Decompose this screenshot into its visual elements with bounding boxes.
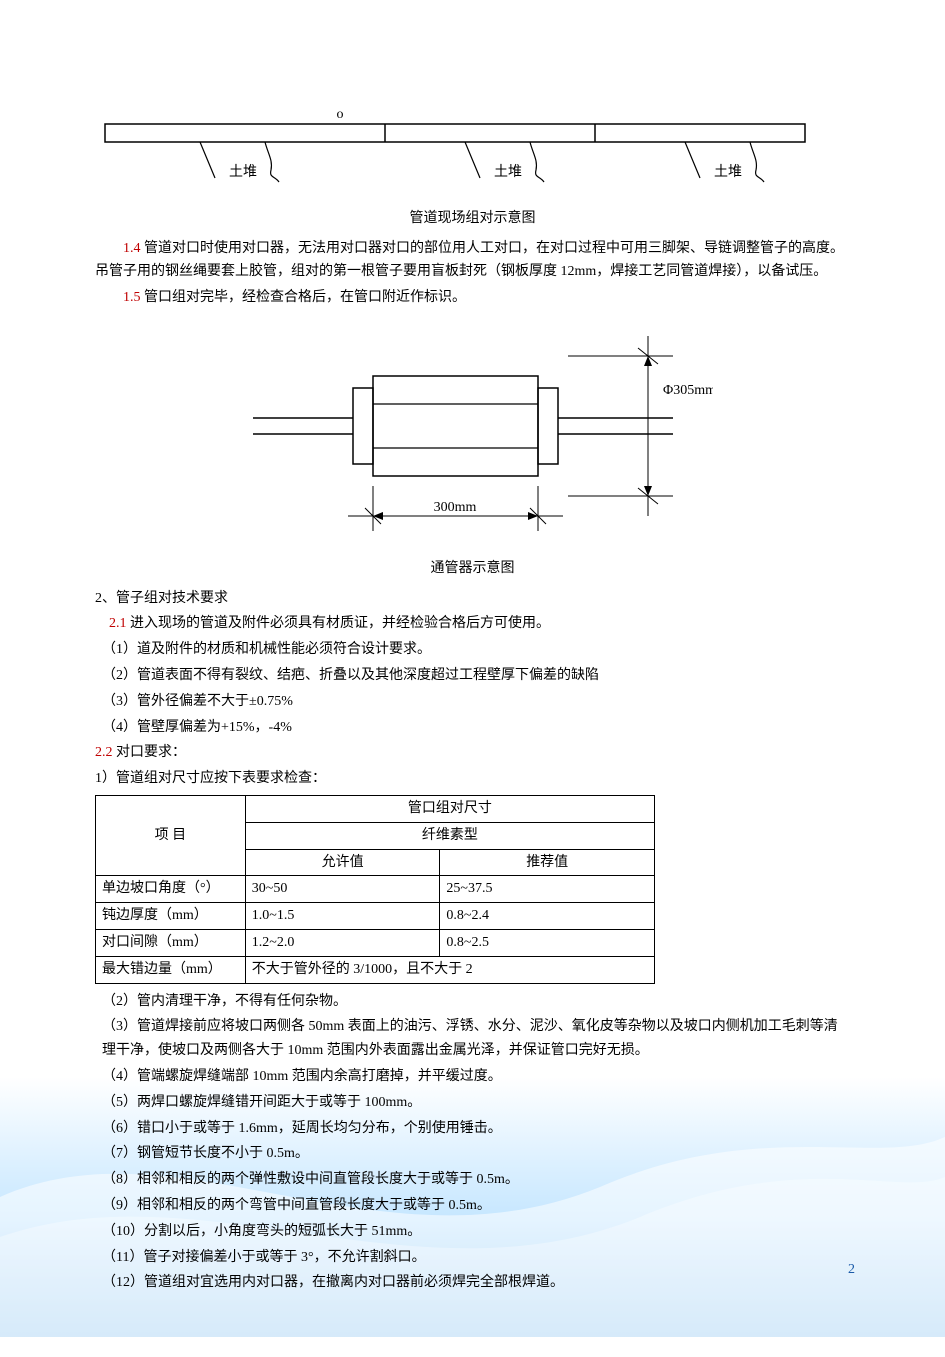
p9-num: 0.5m xyxy=(449,1198,477,1213)
soil-label-3: 土堆 xyxy=(714,164,742,180)
p11b: ，不允许割斜口。 xyxy=(314,1250,426,1265)
col-main: 管口组对尺寸 xyxy=(245,795,654,822)
p5b: 。 xyxy=(407,1095,421,1110)
paragraph-1-5: 1.5 管口组对完毕，经检查合格后，在管口附近作标识。 xyxy=(95,286,850,310)
bullet-21-1: （1）道及附件的材质和机械性能必须符合设计要求。 xyxy=(102,638,850,662)
bullet-21-4: （4）管壁厚偏差为+15%，-4% xyxy=(102,716,850,740)
para-2-1-num: 2.1 xyxy=(109,616,127,631)
row-rec: 25~37.5 xyxy=(440,876,655,903)
col-item: 项 目 xyxy=(96,795,246,875)
paragraph-2-1: 2.1 进入现场的管道及附件必须具有材质证，并经检验合格后方可使用。 xyxy=(109,612,850,636)
diameter-label: Φ305mm xyxy=(663,383,713,398)
col-sub: 纤维素型 xyxy=(245,822,654,849)
table-intro: 1）管道组对尺寸应按下表要求检查： xyxy=(95,767,850,791)
para-2-2-text: 对口要求： xyxy=(113,745,187,760)
row-rec: 0.8~2.5 xyxy=(440,929,655,956)
row-allow: 1.2~2.0 xyxy=(245,929,440,956)
p3-num2: 10mm xyxy=(288,1043,324,1058)
dimension-table: 项 目 管口组对尺寸 纤维素型 允许值 推荐值 单边坡口角度（°） 30~50 … xyxy=(95,795,655,984)
p8a: （8）相邻和相反的两个弹性敷设中间直管段长度大于或等于 xyxy=(102,1172,477,1187)
row-merged: 不大于管外径的 3/1000，且不大于 2 xyxy=(245,956,654,983)
p8b: 。 xyxy=(505,1172,519,1187)
col-allow: 允许值 xyxy=(245,849,440,876)
post-p8: （8）相邻和相反的两个弹性敷设中间直管段长度大于或等于 0.5m。 xyxy=(102,1168,850,1192)
soil-label-1: 土堆 xyxy=(229,164,257,180)
row-label: 单边坡口角度（°） xyxy=(96,876,246,903)
post-p12: （12）管道组对宜选用内对口器，在撤离内对口器前必须焊完全部根焊道。 xyxy=(102,1271,850,1295)
post-p10: （10）分割以后，小角度弯头的短弧长大于 51mm。 xyxy=(102,1220,850,1244)
post-p3: （3）管道焊接前应将坡口两侧各 50mm 表面上的油污、浮锈、水分、泥沙、氧化皮… xyxy=(102,1015,850,1063)
p3-num1: 50mm xyxy=(309,1019,345,1034)
bullet-21-4-text: （4）管壁厚偏差为 xyxy=(102,720,221,735)
p4-num: 10mm xyxy=(253,1069,289,1084)
soil-label-2: 土堆 xyxy=(494,164,522,180)
paragraph-1-4: 1.4 管道对口时使用对口器，无法用对口器对口的部位用人工对口，在对口过程中可用… xyxy=(95,237,850,285)
p6-num: 1.6mm xyxy=(239,1121,278,1136)
p9b: 。 xyxy=(477,1198,491,1213)
p7a: （7）钢管短节长度不小于 xyxy=(102,1146,267,1161)
para-2-2-num: 2.2 xyxy=(95,745,113,760)
row-label: 对口间隙（mm） xyxy=(96,929,246,956)
post-p4: （4）管端螺旋焊缝端部 10mm 范围内余高打磨掉，并平缓过度。 xyxy=(102,1065,850,1089)
pipe-connector-diagram: Φ305mm 300mm xyxy=(95,316,850,555)
table-row: 对口间隙（mm） 1.2~2.0 0.8~2.5 xyxy=(96,929,655,956)
table-row-last: 最大错边量（mm） 不大于管外径的 3/1000，且不大于 2 xyxy=(96,956,655,983)
p4a: （4）管端螺旋焊缝端部 xyxy=(102,1069,253,1084)
row-label: 最大错边量（mm） xyxy=(96,956,246,983)
para-1-4-num: 1.4 xyxy=(123,241,141,256)
bullet-21-3-text: （3）管外径偏差不大于± xyxy=(102,694,257,709)
p11-num: 3° xyxy=(301,1250,314,1265)
row-rec: 0.8~2.4 xyxy=(440,903,655,930)
post-p2: （2）管内清理干净，不得有任何杂物。 xyxy=(102,990,850,1014)
para-1-5-text: 管口组对完毕，经检查合格后，在管口附近作标识。 xyxy=(141,290,467,305)
p10b: 。 xyxy=(407,1224,421,1239)
table-row: 单边坡口角度（°） 30~50 25~37.5 xyxy=(96,876,655,903)
section-2-title: 2、管子组对技术要求 xyxy=(95,587,850,611)
p3c: 范围内外表面露出金属光泽，并保证管口完好无损。 xyxy=(323,1043,649,1058)
p5-num: 100mm xyxy=(365,1095,408,1110)
p7b: 。 xyxy=(295,1146,309,1161)
row-allow: 1.0~1.5 xyxy=(245,903,440,930)
p8-num: 0.5m xyxy=(477,1172,505,1187)
post-p7: （7）钢管短节长度不小于 0.5m。 xyxy=(102,1142,850,1166)
col-rec: 推荐值 xyxy=(440,849,655,876)
p4b: 范围内余高打磨掉，并平缓过度。 xyxy=(288,1069,502,1084)
post-p6: （6）错口小于或等于 1.6mm，延周长均匀分布，个别使用锤击。 xyxy=(102,1117,850,1141)
post-p5: （5）两焊口螺旋焊缝错开间距大于或等于 100mm。 xyxy=(102,1091,850,1115)
p9a: （9）相邻和相反的两个弯管中间直管段长度大于或等于 xyxy=(102,1198,449,1213)
p6a: （6）错口小于或等于 xyxy=(102,1121,239,1136)
para-2-1-text: 进入现场的管道及附件必须具有材质证，并经检验合格后方可使用。 xyxy=(127,616,551,631)
bullet-21-3: （3）管外径偏差不大于±0.75% xyxy=(102,690,850,714)
para-1-4-tail: ，焊接工艺同管道焊接），以备试压。 xyxy=(596,264,827,279)
page-content: o 土堆 土堆 土堆 管道现场组对示意图 1.4 管道对口时使用对口器，无法用对… xyxy=(0,0,945,1357)
row-label: 钝边厚度（mm） xyxy=(96,903,246,930)
p7-num: 0.5m xyxy=(267,1146,295,1161)
p10a: （10）分割以后，小角度弯头的短弧长大于 xyxy=(102,1224,372,1239)
post-p9: （9）相邻和相反的两个弯管中间直管段长度大于或等于 0.5m。 xyxy=(102,1194,850,1218)
length-label: 300mm xyxy=(433,500,476,515)
page-number: 2 xyxy=(848,1258,855,1282)
p6b: ，延周长均匀分布，个别使用锤击。 xyxy=(278,1121,502,1136)
p11a: （11）管子对接偏差小于或等于 xyxy=(102,1250,301,1265)
p5a: （5）两焊口螺旋焊缝错开间距大于或等于 xyxy=(102,1095,365,1110)
para-1-4-inline-num: 12mm xyxy=(561,264,597,279)
bullet-21-3-num: 0.75% xyxy=(257,694,293,709)
p10-num: 51mm xyxy=(372,1224,408,1239)
bullet-21-4-num: +15%，-4% xyxy=(221,720,292,735)
para-1-5-num: 1.5 xyxy=(123,290,141,305)
post-p11: （11）管子对接偏差小于或等于 3°，不允许割斜口。 xyxy=(102,1246,850,1270)
table-row: 钝边厚度（mm） 1.0~1.5 0.8~2.4 xyxy=(96,903,655,930)
paragraph-2-2: 2.2 对口要求： xyxy=(95,741,850,765)
p3a: （3）管道焊接前应将坡口两侧各 xyxy=(102,1019,309,1034)
row-allow: 30~50 xyxy=(245,876,440,903)
pipeline-assembly-diagram: o 土堆 土堆 土堆 xyxy=(95,106,850,205)
diagram2-caption: 通管器示意图 xyxy=(95,557,850,581)
diagram1-caption: 管道现场组对示意图 xyxy=(95,207,850,231)
pipe-outline xyxy=(105,124,805,142)
center-mark: o xyxy=(337,107,344,122)
bullet-21-2: （2）管道表面不得有裂纹、结疤、折叠以及其他深度超过工程壁厚下偏差的缺陷 xyxy=(102,664,850,688)
